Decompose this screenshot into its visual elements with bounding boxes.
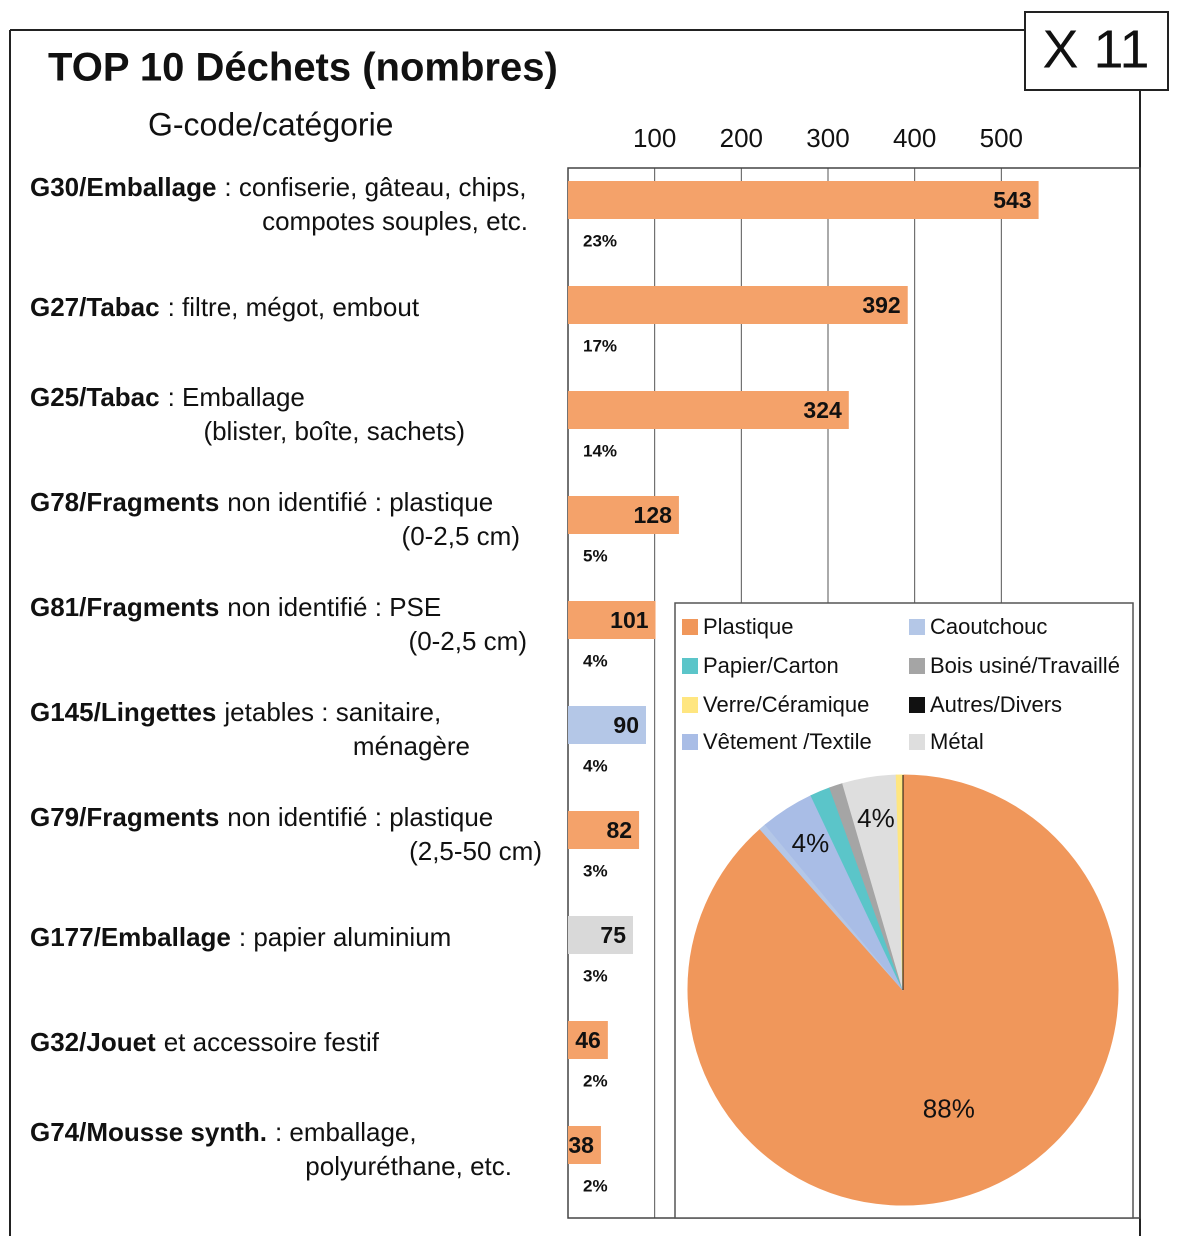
percentage-label: 4% [583, 651, 608, 670]
category-code: G74/Mousse synth. [30, 1117, 267, 1147]
percentage-label: 3% [583, 966, 608, 985]
legend-swatch [909, 734, 925, 750]
value-label: 543 [993, 187, 1031, 213]
bar [568, 391, 849, 429]
category-detail: non identifié : plastique [227, 802, 493, 832]
category-label: G79/Fragments non identifié : plastique [30, 802, 493, 832]
category-code: G32/Jouet [30, 1027, 156, 1057]
category-code: G79/Fragments [30, 802, 219, 832]
legend-swatch [909, 619, 925, 635]
category-detail: ménagère [353, 731, 470, 761]
percentage-label: 3% [583, 861, 608, 880]
pie-label: 4% [857, 803, 895, 833]
category-detail: (0-2,5 cm) [402, 521, 520, 551]
value-label: 324 [803, 397, 842, 423]
bar [568, 916, 633, 954]
badge: X 11 [1042, 19, 1149, 79]
legend-swatch [682, 619, 698, 635]
category-code: G30/Emballage [30, 172, 216, 202]
category-detail: (2,5-50 cm) [409, 836, 542, 866]
category-code: G78/Fragments [30, 487, 219, 517]
bar [568, 706, 646, 744]
value-label: 82 [606, 817, 632, 843]
x-tick-label: 200 [720, 123, 763, 153]
category-detail: : emballage, [275, 1117, 417, 1147]
percentage-label: 23% [583, 231, 617, 250]
category-code: G177/Emballage [30, 922, 231, 952]
legend-swatch [682, 658, 698, 674]
legend-label: Plastique [703, 614, 794, 639]
percentage-label: 2% [583, 1176, 608, 1195]
legend-label: Vêtement /Textile [703, 729, 872, 754]
bar [568, 286, 908, 324]
category-label: G81/Fragments non identifié : PSE [30, 592, 441, 622]
category-detail: non identifié : PSE [227, 592, 441, 622]
title: TOP 10 Déchets (nombres) [48, 46, 558, 90]
category-label: G32/Jouet et accessoire festif [30, 1027, 380, 1057]
legend-label: Autres/Divers [930, 692, 1062, 717]
value-label: 128 [634, 502, 673, 528]
legend-label: Bois usiné/Travaillé [930, 653, 1120, 678]
legend-swatch [682, 697, 698, 713]
category-label: G177/Emballage : papier aluminium [30, 922, 451, 952]
category-detail: compotes souples, etc. [262, 206, 528, 236]
pie-slice [687, 774, 1119, 1206]
legend-swatch [909, 697, 925, 713]
percentage-label: 4% [583, 756, 608, 775]
x-tick-label: 400 [893, 123, 936, 153]
legend-label: Papier/Carton [703, 653, 839, 678]
category-label: G78/Fragments non identifié : plastique [30, 487, 493, 517]
legend-label: Caoutchouc [930, 614, 1047, 639]
bar [568, 601, 656, 639]
pie-label: 88% [923, 1093, 975, 1123]
value-label: 38 [568, 1132, 594, 1158]
x-tick-label: 100 [633, 123, 676, 153]
bar [568, 811, 640, 849]
badge-box [1024, 11, 1169, 91]
category-code: G27/Tabac [30, 292, 160, 322]
bar [568, 1126, 601, 1164]
legend-label: Verre/Céramique [703, 692, 869, 717]
legend-label: Métal [930, 729, 984, 754]
category-detail: (blister, boîte, sachets) [203, 416, 465, 446]
x-tick-label: 300 [806, 123, 849, 153]
category-detail: et accessoire festif [164, 1027, 380, 1057]
category-label: G25/Tabac : Emballage [30, 382, 305, 412]
category-detail: : confiserie, gâteau, chips, [224, 172, 526, 202]
bar [568, 181, 1039, 219]
category-detail: : Emballage [168, 382, 305, 412]
legend-swatch [909, 658, 925, 674]
percentage-label: 14% [583, 441, 617, 460]
category-code: G81/Fragments [30, 592, 219, 622]
percentage-label: 2% [583, 1071, 608, 1090]
value-label: 46 [575, 1027, 601, 1053]
category-code: G145/Lingettes [30, 697, 216, 727]
category-label: G145/Lingettes jetables : sanitaire, [30, 697, 441, 727]
pie-label: 4% [792, 828, 830, 858]
category-detail: : papier aluminium [239, 922, 451, 952]
value-label: 392 [862, 292, 900, 318]
value-label: 90 [613, 712, 639, 738]
category-detail: (0-2,5 cm) [409, 626, 527, 656]
category-axis-label: G-code/catégorie [148, 106, 393, 142]
percentage-label: 5% [583, 546, 608, 565]
category-detail: polyuréthane, etc. [305, 1151, 512, 1181]
category-label: G27/Tabac : filtre, mégot, embout [30, 292, 420, 322]
value-label: 75 [600, 922, 626, 948]
category-detail: jetables : sanitaire, [223, 697, 441, 727]
legend-swatch [682, 734, 698, 750]
category-code: G25/Tabac [30, 382, 160, 412]
x-tick-label: 500 [980, 123, 1023, 153]
category-detail: non identifié : plastique [227, 487, 493, 517]
bar [568, 1021, 608, 1059]
value-label: 101 [610, 607, 649, 633]
percentage-label: 17% [583, 336, 617, 355]
category-detail: : filtre, mégot, embout [168, 292, 420, 322]
category-label: G30/Emballage : confiserie, gâteau, chips… [30, 172, 526, 202]
bar [568, 496, 679, 534]
category-label: G74/Mousse synth. : emballage, [30, 1117, 417, 1147]
